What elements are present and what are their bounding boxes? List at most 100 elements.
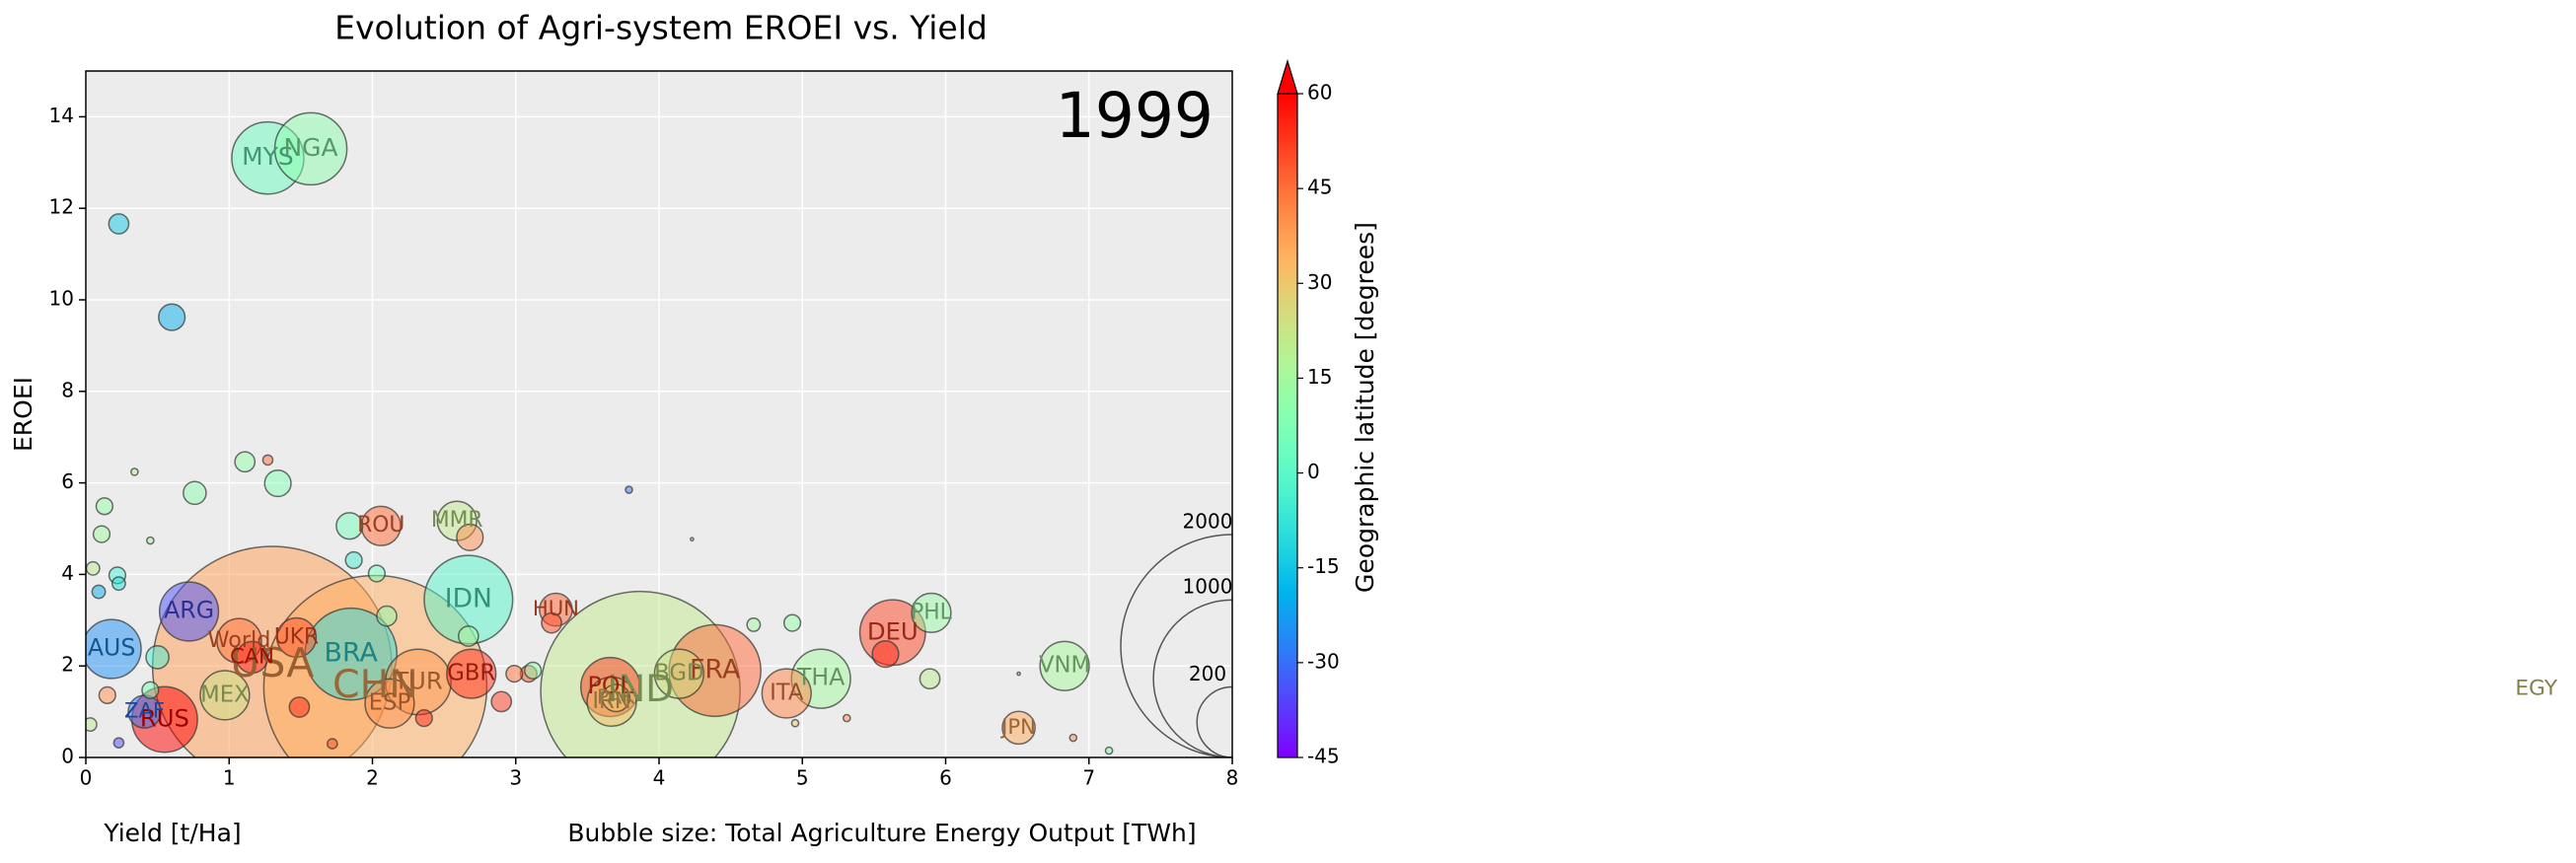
bubble-label: TUR <box>393 666 443 694</box>
bubble <box>1068 733 1078 743</box>
bubble-label: ROU <box>357 513 405 538</box>
size-label: Bubble size: Total Agriculture Energy Ou… <box>567 819 1196 847</box>
bubble-label: FRA <box>690 654 741 684</box>
bubble <box>275 616 318 659</box>
bubble <box>790 718 800 728</box>
bubble <box>335 512 364 540</box>
bubble <box>112 737 125 749</box>
y-tick-label: 2 <box>61 653 74 677</box>
bubble-label: World <box>207 627 270 653</box>
bubble-label: VNM <box>1039 653 1090 679</box>
bubble <box>145 645 170 670</box>
bubble-label: IDN <box>445 583 492 613</box>
bubble <box>414 708 433 728</box>
bubble-label: CHN <box>332 662 418 707</box>
size-legend-label: 2000 <box>1183 510 1233 534</box>
bubble <box>364 678 415 729</box>
year-annotation: 1999 <box>1056 80 1214 152</box>
bubble <box>158 303 186 331</box>
bubble <box>86 717 98 733</box>
colorbar-tick-label: 30 <box>1307 270 1332 294</box>
bubble-label: UKR <box>274 624 319 649</box>
bubble <box>288 696 311 718</box>
size-legend-label: 200 <box>1189 662 1226 685</box>
bubble-label: ESP <box>369 690 410 716</box>
y-tick-label: 12 <box>49 195 74 219</box>
bubble <box>842 713 851 723</box>
x-tick-label: 8 <box>1226 766 1239 790</box>
bubble <box>327 738 338 750</box>
colorbar-tick-label: -30 <box>1307 649 1340 673</box>
y-tick-label: 10 <box>49 287 74 311</box>
bubble-label: IND <box>607 667 673 710</box>
y-axis-label: EROEI <box>9 377 37 452</box>
bubble <box>746 617 762 632</box>
x-tick-label: 3 <box>509 766 522 790</box>
bubble-label: HUN <box>533 596 579 620</box>
bubble-label: IRN <box>592 688 630 714</box>
bubble <box>1001 710 1036 746</box>
bubble <box>141 681 160 699</box>
y-tick-label: 6 <box>61 469 74 493</box>
bubble-label: MYS <box>242 142 294 171</box>
bubble-label: MMR <box>431 508 483 533</box>
size-legend-label: 1000 <box>1183 575 1233 599</box>
bubble <box>541 611 562 634</box>
bubble <box>86 560 101 576</box>
x-tick-label: 1 <box>223 766 236 790</box>
bubble-label: THA <box>796 664 845 691</box>
bubble <box>235 640 269 675</box>
bubble-label: ZAF <box>124 698 165 723</box>
colorbar-tick-label: 0 <box>1307 460 1320 483</box>
bubble-label: RUS <box>140 703 189 732</box>
bubble-label: BGD <box>654 661 703 686</box>
bubble-label: EGY <box>2515 676 2557 700</box>
colorbar-tick-label: -45 <box>1307 745 1340 768</box>
colorbar-tick-label: -15 <box>1307 554 1340 578</box>
bubble-label: MEX <box>200 682 250 707</box>
bubble <box>446 648 497 699</box>
bubble <box>110 576 126 592</box>
bubble <box>344 550 363 570</box>
bubble <box>919 668 941 690</box>
bubble <box>199 670 251 721</box>
bubble-label: ARG <box>164 596 214 623</box>
bubble-label: PAK <box>597 685 635 709</box>
bubble <box>505 664 524 683</box>
colorbar: -45 -30 -15 0 15 30 45 60 <box>1277 58 1340 768</box>
bubble <box>261 454 274 467</box>
bubble <box>1104 746 1114 755</box>
bubble <box>130 467 139 476</box>
bubble <box>263 468 292 498</box>
bubble-label: BRA <box>325 638 379 669</box>
bubble-label: CAN <box>230 643 274 668</box>
bubble <box>625 485 633 494</box>
bubble-label: NGA <box>284 133 338 162</box>
bubble-label: JPN <box>999 714 1036 739</box>
bubble-label: AUS <box>88 634 136 662</box>
bubble <box>376 605 398 627</box>
bubbles <box>86 111 1114 757</box>
bubble <box>91 584 107 600</box>
bubble-label: DEU <box>867 616 919 645</box>
size-legend-circle <box>1120 534 1232 757</box>
x-tick-label: 2 <box>366 766 379 790</box>
x-tick-label: 4 <box>653 766 666 790</box>
x-tick-label: 0 <box>80 766 93 790</box>
bubble <box>690 537 695 542</box>
bubble <box>95 497 114 516</box>
bubble <box>653 648 704 699</box>
bubble <box>92 525 111 543</box>
bubble <box>1016 671 1021 677</box>
y-tick-label: 14 <box>49 104 74 127</box>
bubble <box>457 625 479 647</box>
bubble <box>456 523 484 551</box>
bubble <box>601 683 631 713</box>
y-tick-label: 4 <box>61 561 74 585</box>
colorbar-gradient <box>1278 94 1297 757</box>
x-tick-label: 6 <box>939 766 952 790</box>
bubble-label: POL <box>588 672 634 699</box>
